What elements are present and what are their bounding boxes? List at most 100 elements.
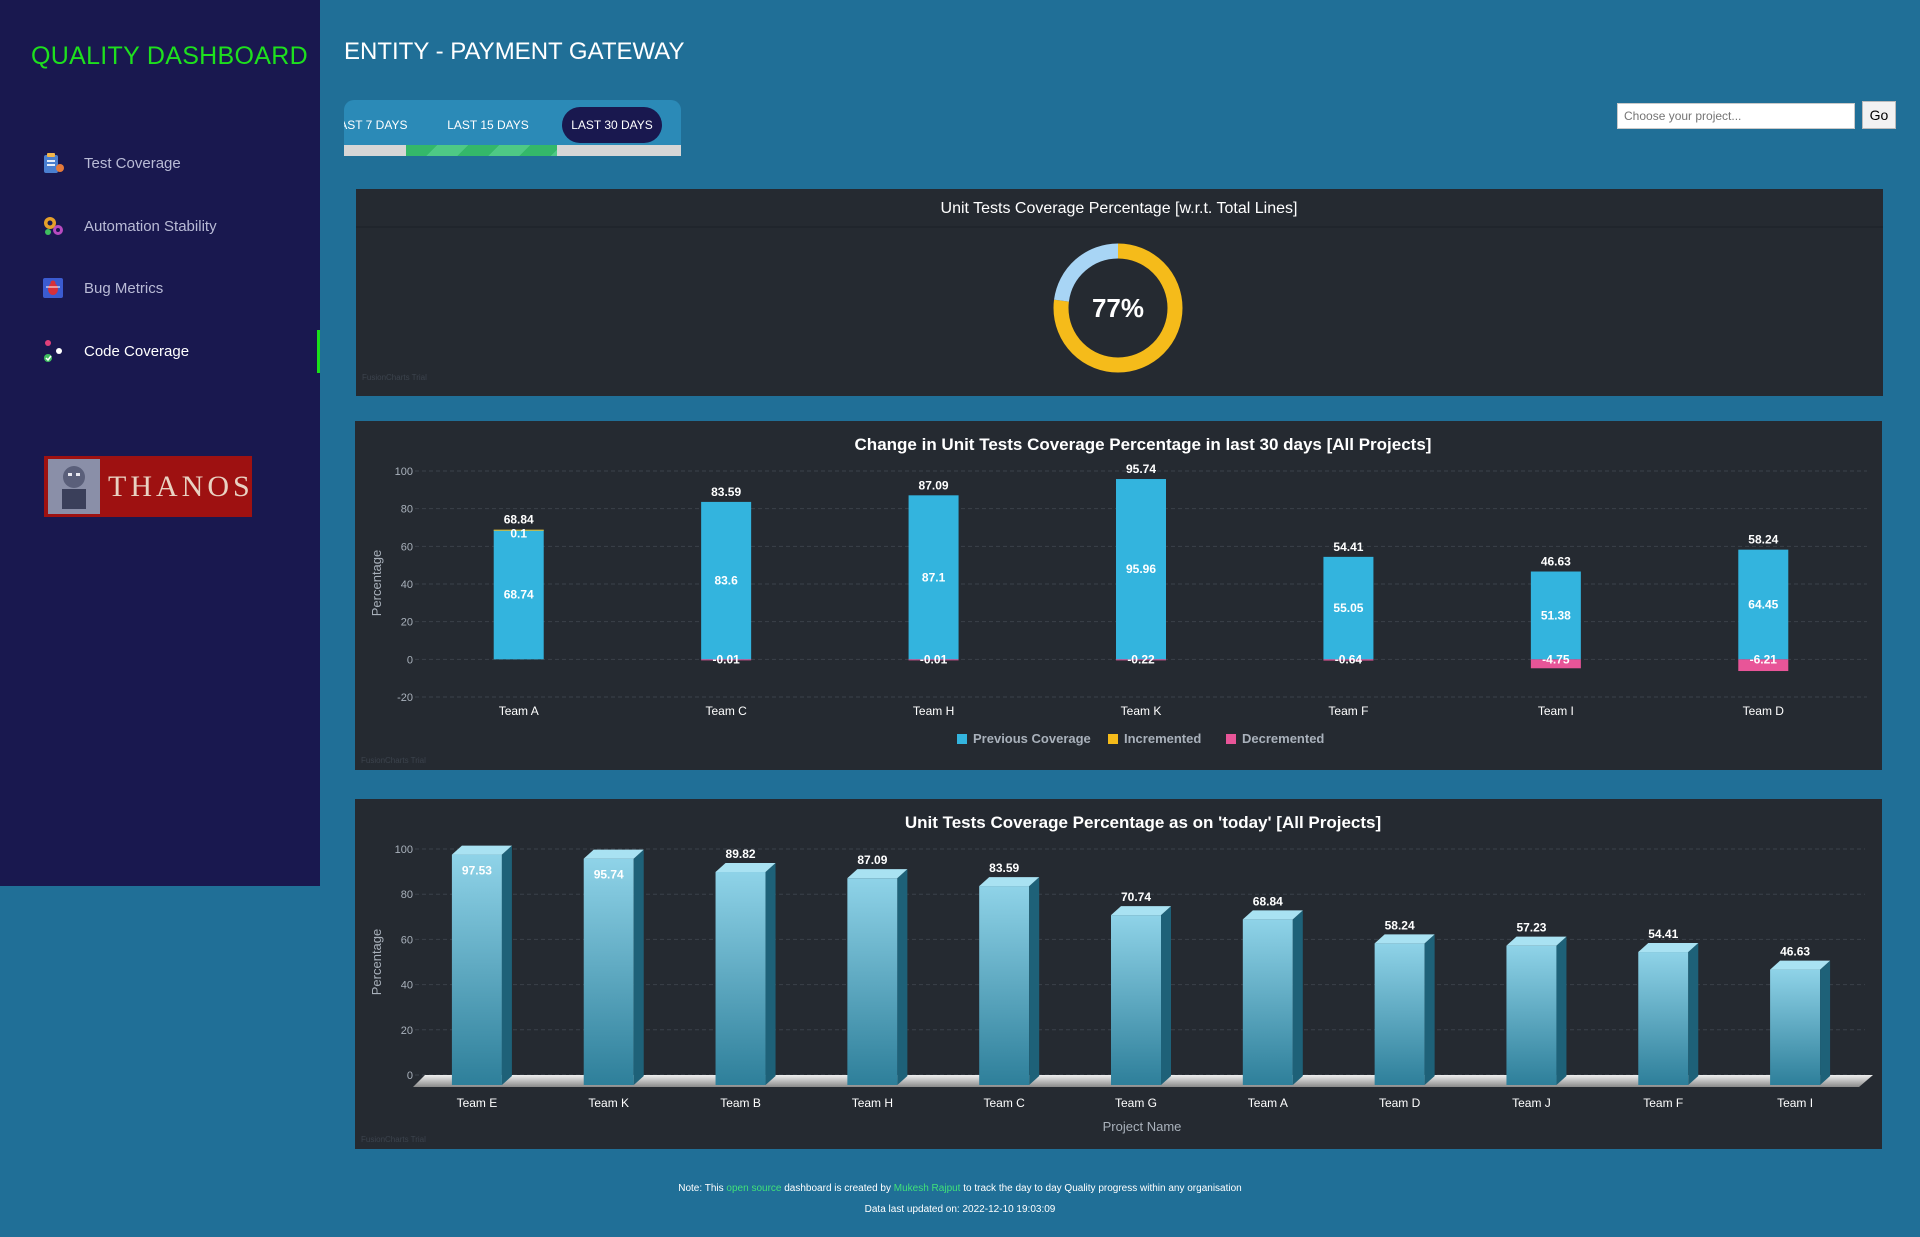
bar-side [765,863,776,1085]
y-axis-label: Percentage [369,550,384,617]
sidebar: QUALITY DASHBOARD Test Coverage Automati… [0,0,320,886]
sidebar-item-label: Bug Metrics [84,279,164,297]
watermark: FusionCharts Trial [361,1135,426,1144]
data-label-total: 87.09 [919,478,949,492]
sidebar-item-label: Test Coverage [84,154,181,172]
footer-note-prefix: Note: This [678,1183,727,1194]
data-label: 68.84 [1253,894,1283,908]
x-tick-label: Team C [984,1096,1026,1110]
tab-last-15-days[interactable]: LAST 15 DAYS [447,118,529,132]
data-label-incremented: 0.1 [510,527,527,541]
data-label-decremented: -4.75 [1542,652,1570,666]
data-label: 89.82 [726,847,756,861]
bar-top [1638,943,1699,953]
bar-top [583,849,644,859]
data-label-total: 46.63 [1541,555,1571,569]
project-search-input[interactable] [1617,103,1855,129]
y-tick-label: 80 [401,889,413,901]
x-tick-label: Team F [1328,704,1368,718]
watermark: FusionCharts Trial [361,756,426,765]
sidebar-item-bug-metrics[interactable]: Bug Metrics [40,268,163,308]
tab-last-7-days[interactable]: LAST 7 DAYS [344,118,408,132]
thanos-logo: THANOS [44,456,252,517]
bar-top [1374,934,1435,944]
author-link[interactable]: Mukesh Rajput [893,1183,961,1194]
bar-side [1292,910,1303,1085]
x-tick-label: Team K [1121,704,1162,718]
data-label-previous: 51.38 [1541,608,1571,622]
bar-coverage [583,858,634,1085]
data-label: 87.09 [857,853,887,867]
legend-swatch [957,734,967,744]
y-tick-label: 80 [401,504,413,516]
data-label-decremented: -0.22 [1127,652,1155,666]
sidebar-item-label: Automation Stability [84,217,217,235]
page-title: ENTITY - PAYMENT GATEWAY [344,38,685,65]
bar-side [501,845,512,1085]
range-slider-track[interactable] [344,145,681,156]
x-tick-label: Team H [913,704,954,718]
bar-coverage [715,872,766,1085]
data-label-decremented: -0.01 [712,652,740,666]
coverage-change-chart: Change in Unit Tests Coverage Percentage… [361,435,1867,765]
bar-side [1424,934,1435,1085]
x-tick-label: Team I [1777,1096,1813,1110]
sidebar-item-code-coverage[interactable]: Code Coverage [40,331,189,371]
overall-coverage-panel: Unit Tests Coverage Percentage [w.r.t. T… [356,189,1883,396]
bar-coverage [1111,915,1161,1085]
sidebar-item-automation-stability[interactable]: Automation Stability [40,206,217,246]
data-label: 46.63 [1780,945,1810,959]
bar-decremented [701,659,752,661]
bar-top [1111,906,1171,916]
footer-note: Note: This open source dashboard is crea… [0,1183,1920,1194]
bar-side [1688,943,1699,1085]
x-tick-label: Team A [499,704,539,718]
x-tick-label: Team E [457,1096,498,1110]
y-tick-label: 60 [401,934,413,946]
x-tick-label: Team G [1115,1096,1157,1110]
data-label: 57.23 [1516,921,1546,935]
bug-icon [40,275,66,301]
data-label-previous: 83.6 [714,574,738,588]
coverage-change-panel: Change in Unit Tests Coverage Percentage… [355,421,1882,770]
data-label: 83.59 [989,861,1019,875]
brand-title: QUALITY DASHBOARD [31,42,308,70]
tab-last-30-days[interactable]: LAST 30 DAYS [562,107,662,143]
bar-top [979,877,1040,887]
bar-coverage [1374,943,1425,1085]
coverage-today-chart: Unit Tests Coverage Percentage as on 'to… [361,813,1873,1144]
bar-side [897,869,908,1085]
doughnut-chart [1053,243,1183,373]
data-label: 58.24 [1385,918,1415,932]
bar-side [1029,877,1040,1085]
data-label-total: 58.24 [1748,533,1778,547]
sidebar-item-test-coverage[interactable]: Test Coverage [40,143,181,183]
y-tick-label: 40 [401,980,413,992]
y-tick-label: 0 [407,1070,413,1082]
data-label: 54.41 [1648,927,1678,941]
last-updated: Data last updated on: 2022-12-10 19:03:0… [864,1204,1056,1215]
sidebar-item-label: Code Coverage [84,342,190,360]
data-label-total: 95.74 [1126,462,1156,476]
bar-coverage [1638,952,1689,1085]
active-indicator [317,330,320,373]
date-range-selector: LAST 7 DAYS LAST 15 DAYS LAST 30 DAYS [344,100,681,156]
y-axis-label: Percentage [369,929,384,996]
bar-previous-coverage [1738,549,1789,660]
open-source-link[interactable]: open source [726,1183,782,1194]
x-axis-label: Project Name [1103,1119,1182,1134]
y-tick-label: 0 [407,654,413,666]
data-label-previous: 68.74 [504,588,534,602]
footer-note-mid: dashboard is created by [781,1183,894,1194]
data-label: 70.74 [1121,890,1151,904]
bar-decremented [1323,659,1374,661]
legend-item: Incremented [1124,731,1201,746]
bar-side [1820,960,1831,1085]
bar-incremented [493,529,544,531]
x-tick-label: Team I [1538,704,1574,718]
bar-decremented [1738,659,1789,672]
y-tick-label: 100 [395,466,413,478]
bar-coverage [979,886,1030,1085]
go-button[interactable]: Go [1862,101,1896,129]
overall-coverage-chart: Unit Tests Coverage Percentage [w.r.t. T… [356,200,1883,382]
